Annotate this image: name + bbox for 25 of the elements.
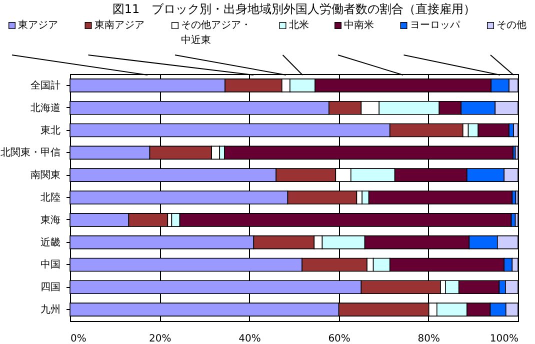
legend-label: その他アジア・中近東 (181, 19, 251, 46)
legend-label: 北米 (288, 19, 309, 31)
x-tick-label: 0% (70, 334, 86, 344)
y-tick-label: 東海 (40, 214, 60, 226)
x-tick-label: 80% (418, 334, 440, 344)
y-tick-label: 北海道 (30, 102, 60, 114)
y-tick-label: 九州 (40, 304, 60, 316)
legend-label: 東アジア (18, 19, 58, 31)
legend-label: 東南アジア (94, 19, 144, 31)
y-tick-label: 近畿 (40, 236, 60, 248)
chart-title: 図11 ブロック別・出身地域別外国人労働者数の割合（直接雇用） (112, 2, 476, 16)
x-tick-label: 60% (328, 334, 350, 344)
x-tick-label: 100% (490, 334, 518, 344)
y-tick-label: 南関東 (30, 169, 60, 182)
x-tick-label: 40% (238, 334, 261, 344)
y-tick-label: 東北 (40, 124, 60, 136)
legend-label: ヨーロッパ (410, 20, 461, 31)
y-tick-label: 北陸 (40, 192, 60, 204)
y-tick-label: 北関東・甲信 (0, 146, 60, 159)
y-tick-label: 全国計 (30, 79, 60, 92)
y-tick-label: 中国 (40, 258, 60, 271)
legend-label: 中南米 (344, 19, 374, 31)
x-tick-label: 20% (148, 334, 172, 344)
y-tick-label: 四国 (40, 282, 60, 294)
legend-label: その他 (496, 19, 526, 31)
